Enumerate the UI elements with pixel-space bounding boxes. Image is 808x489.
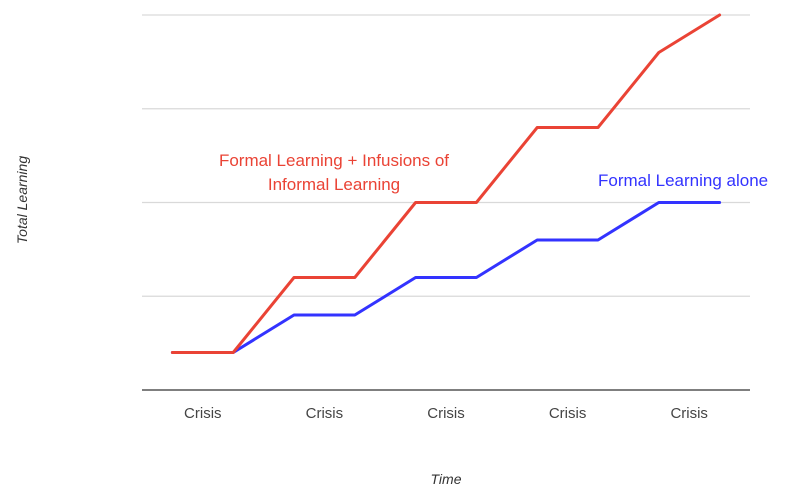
series-label: Formal Learning alone: [598, 171, 768, 190]
series-line-formal-alone: [170, 201, 722, 354]
x-tick-label: Crisis: [549, 405, 587, 422]
series-line-formal-plus-informal: [170, 13, 722, 354]
series-lines: [170, 13, 722, 354]
series-labels: Formal Learning + Infusions of Informal L…: [219, 151, 768, 194]
x-tick-label: Crisis: [670, 405, 708, 422]
x-axis-title: Time: [431, 471, 462, 487]
x-tick-label: Crisis: [306, 405, 344, 422]
x-tick-labels: Crisis Crisis Crisis Crisis Crisis: [184, 405, 708, 422]
y-axis-title: Total Learning: [14, 156, 30, 244]
x-tick-label: Crisis: [184, 405, 222, 422]
gridlines: [142, 14, 750, 297]
x-tick-label: Crisis: [427, 405, 465, 422]
series-label: Formal Learning + Infusions of: [219, 151, 449, 170]
series-label: Informal Learning: [268, 175, 400, 194]
